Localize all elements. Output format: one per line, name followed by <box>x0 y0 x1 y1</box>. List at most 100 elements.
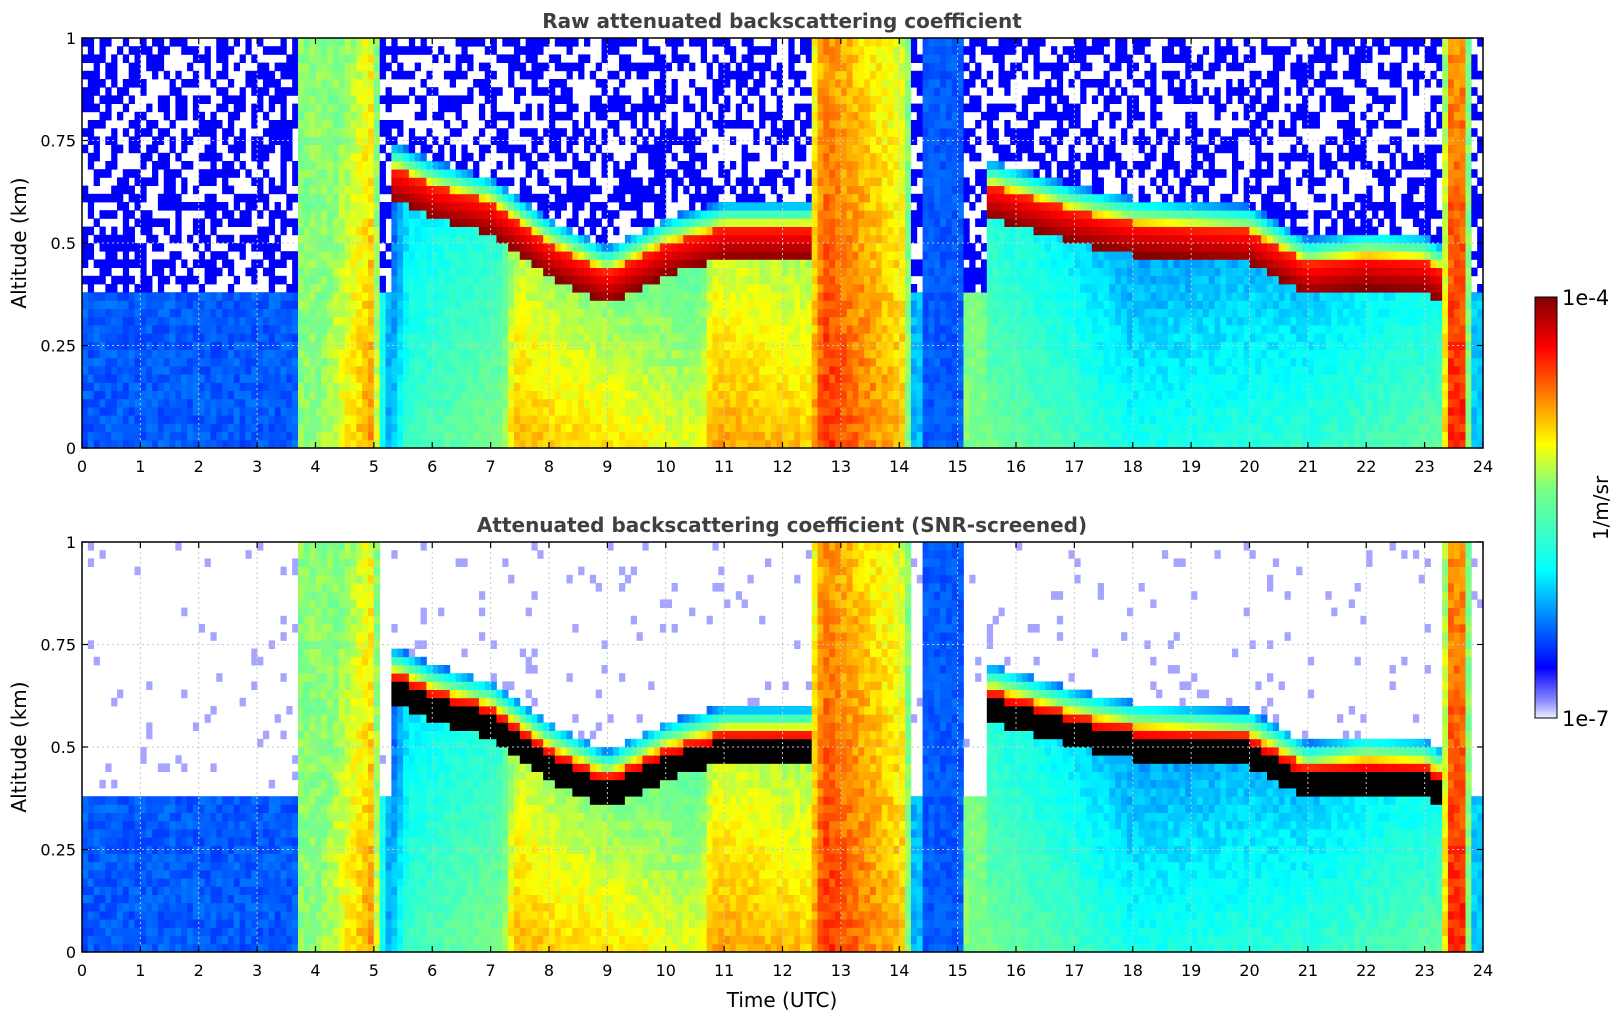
heatmap-cell <box>315 62 322 72</box>
heatmap-cell <box>764 308 772 318</box>
heatmap-cell <box>251 70 258 80</box>
heatmap-cell <box>566 333 573 342</box>
heatmap-cell <box>268 177 276 186</box>
heatmap-cell <box>268 243 276 252</box>
heatmap-cell <box>420 144 427 154</box>
heatmap-cell <box>519 210 527 219</box>
heatmap-cell <box>700 46 708 55</box>
heatmap-cell <box>321 79 328 88</box>
heatmap-cell <box>578 243 585 252</box>
heatmap-cell <box>373 292 381 301</box>
heatmap-cell <box>292 251 299 260</box>
heatmap-cell <box>519 292 527 301</box>
heatmap-cell <box>99 259 106 268</box>
heatmap-cell <box>805 439 813 449</box>
heatmap-cell <box>764 259 772 268</box>
heatmap-cell <box>478 251 486 260</box>
heatmap-cell <box>93 234 100 244</box>
heatmap-cell <box>233 316 241 326</box>
heatmap-cell <box>105 357 112 367</box>
heatmap-cell <box>560 415 567 424</box>
heatmap-cell <box>327 87 334 96</box>
heatmap-cell <box>800 316 807 326</box>
heatmap-cell <box>309 349 316 359</box>
heatmap-cell <box>187 46 194 55</box>
heatmap-cell <box>315 439 322 449</box>
heatmap-cell <box>578 341 585 350</box>
heatmap-cell <box>759 366 766 375</box>
heatmap-cell <box>210 439 217 449</box>
heatmap-cell <box>718 308 725 318</box>
heatmap-cell <box>595 325 602 334</box>
heatmap-cell <box>712 267 719 277</box>
heatmap-cell <box>525 259 532 268</box>
heatmap-cell <box>408 251 416 260</box>
heatmap-cell <box>140 275 147 285</box>
heatmap-cell <box>111 366 118 375</box>
heatmap-cell <box>630 202 637 211</box>
heatmap-cell <box>350 366 357 375</box>
heatmap-cell <box>443 218 451 227</box>
heatmap-cell <box>729 398 737 408</box>
heatmap-cell <box>181 79 188 88</box>
heatmap-cell <box>274 382 281 391</box>
heatmap-cell <box>759 46 766 55</box>
heatmap-cell <box>683 349 690 359</box>
heatmap-cell <box>356 38 363 47</box>
heatmap-cell <box>589 152 597 162</box>
heatmap-cell <box>794 284 801 293</box>
heatmap-cell <box>105 169 112 178</box>
heatmap-cell <box>309 333 316 342</box>
heatmap-cell <box>659 218 667 227</box>
heatmap-cell <box>619 423 626 432</box>
heatmap-cell <box>712 308 719 318</box>
heatmap-cell <box>607 210 614 219</box>
heatmap-cell <box>333 390 340 400</box>
heatmap-cell <box>525 374 532 383</box>
heatmap-cell <box>397 374 404 383</box>
heatmap-cell <box>274 325 281 334</box>
heatmap-cell <box>181 325 188 334</box>
heatmap-cell <box>315 275 322 285</box>
heatmap-cell <box>724 423 731 432</box>
heatmap-cell <box>140 185 147 195</box>
heatmap-cell <box>128 316 135 326</box>
heatmap-cell <box>607 308 614 318</box>
heatmap-cell <box>560 390 567 400</box>
heatmap-cell <box>537 251 544 260</box>
heatmap-cell <box>753 267 760 277</box>
heatmap-cell <box>344 398 351 408</box>
heatmap-cell <box>478 87 486 96</box>
heatmap-cell <box>537 439 544 449</box>
heatmap-cell <box>607 325 614 334</box>
heatmap-cell <box>438 398 445 408</box>
heatmap-cell <box>251 349 258 359</box>
heatmap-cell <box>286 152 293 162</box>
heatmap-cell <box>187 292 194 301</box>
heatmap-cell <box>216 70 223 80</box>
heatmap-cell <box>566 111 573 121</box>
heatmap-cell <box>152 161 159 170</box>
heatmap-cell <box>82 193 89 203</box>
heatmap-cell <box>222 62 229 72</box>
heatmap-cell <box>624 161 632 170</box>
heatmap-cell <box>82 70 89 80</box>
heatmap-cell <box>292 431 299 441</box>
heatmap-cell <box>753 251 760 260</box>
heatmap-cell <box>607 275 614 285</box>
heatmap-cell <box>811 398 818 408</box>
heatmap-cell <box>327 103 334 113</box>
heatmap-cell <box>420 218 427 227</box>
heatmap-cell <box>286 128 293 137</box>
heatmap-cell <box>175 390 182 400</box>
heatmap-cell <box>706 251 713 260</box>
heatmap-cell <box>222 349 229 359</box>
heatmap-cell <box>513 259 521 268</box>
heatmap-cell <box>537 193 544 203</box>
heatmap-cell <box>735 193 743 203</box>
heatmap-cell <box>222 292 229 301</box>
heatmap-cell <box>140 398 147 408</box>
heatmap-cell <box>204 70 211 80</box>
heatmap-cell <box>350 79 357 88</box>
heatmap-cell <box>379 316 386 326</box>
